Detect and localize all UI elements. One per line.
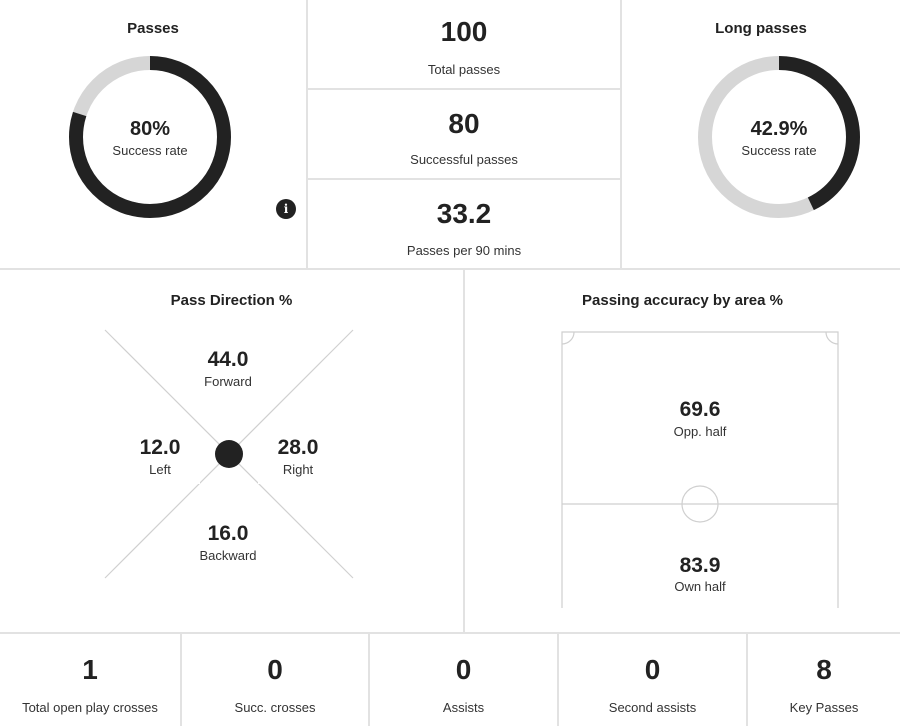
passes-ring-chart — [69, 56, 231, 218]
accuracy-by-area-title: Passing accuracy by area % — [582, 292, 783, 309]
own-half-label: Own half — [674, 579, 726, 594]
backward-label-backdrop — [180, 518, 280, 566]
divider — [308, 178, 620, 180]
player-position-dot — [215, 440, 243, 468]
divider — [180, 634, 182, 726]
pass-direction-diagram — [104, 329, 354, 579]
center-circle — [681, 485, 719, 523]
stat-value: 0 — [644, 654, 661, 685]
total-passes-card: 100 Total passes — [308, 0, 620, 88]
passes-title: Passes — [127, 20, 179, 37]
divider — [308, 88, 620, 90]
stat-label: Key Passes — [789, 700, 859, 715]
total-passes-label: Total passes — [427, 62, 501, 77]
corner-arc — [561, 331, 575, 345]
divider — [557, 634, 559, 726]
stat-card: 0 Succ. crosses — [182, 634, 368, 726]
left-label-backdrop — [120, 430, 200, 484]
divider — [0, 632, 900, 634]
long-passes-title: Long passes — [715, 20, 807, 37]
long-passes-ring-center: 42.9% Success rate — [719, 118, 839, 158]
divider — [620, 0, 622, 268]
passes-per90-card: 33.2 Passes per 90 mins — [308, 180, 620, 268]
divider — [0, 268, 900, 270]
divider — [463, 270, 465, 632]
accuracy-by-area-panel: Passing accuracy by area % 69.6 Opp. hal… — [465, 270, 900, 632]
corner-arc — [825, 331, 839, 345]
total-passes-value: 100 — [440, 16, 488, 47]
stat-card: 8 Key Passes — [748, 634, 900, 726]
right-value: 28.0 — [277, 436, 319, 459]
opp-half-label: Opp. half — [673, 424, 727, 439]
stat-label: Total open play crosses — [22, 700, 158, 715]
stat-card: 0 Assists — [370, 634, 557, 726]
left-label: Left — [149, 462, 171, 477]
successful-passes-value: 80 — [448, 108, 480, 139]
pass-direction-title: Pass Direction % — [170, 292, 293, 309]
stat-value: 8 — [816, 654, 832, 685]
pass-direction-panel: Pass Direction % 44.0 Forward 12.0 Left … — [0, 270, 463, 632]
passes-ring-fill — [69, 56, 231, 218]
forward-label: Forward — [204, 374, 252, 389]
long-passes-success-label: Success rate — [741, 143, 817, 158]
stat-value: 0 — [455, 654, 472, 685]
stat-label: Second assists — [608, 700, 697, 715]
info-icon[interactable]: i — [276, 199, 296, 219]
stat-label: Succ. crosses — [234, 700, 316, 715]
divider — [306, 0, 308, 268]
passes-success-pct: 80% — [129, 118, 171, 140]
own-half-value: 83.9 — [679, 554, 721, 577]
forward-label-backdrop — [185, 342, 275, 398]
stat-card: 1 Total open play crosses — [0, 634, 180, 726]
passes-success-label: Success rate — [112, 143, 188, 158]
divider — [746, 634, 748, 726]
stat-value: 0 — [267, 654, 283, 685]
long-passes-ring-fill — [698, 56, 860, 218]
stat-value: 1 — [82, 654, 98, 685]
passes-per90-label: Passes per 90 mins — [406, 243, 522, 258]
pitch-outline — [561, 331, 839, 608]
long-passes-success-pct: 42.9% — [750, 118, 808, 140]
opp-half-value: 69.6 — [679, 398, 721, 421]
long-passes-panel: Long passes 42.9% Success rate — [622, 0, 900, 268]
stat-card: 0 Second assists — [559, 634, 746, 726]
successful-passes-label: Successful passes — [410, 152, 518, 167]
divider — [368, 634, 370, 726]
successful-passes-card: 80 Successful passes — [308, 90, 620, 178]
passes-per90-value: 33.2 — [436, 198, 492, 229]
forward-value: 44.0 — [207, 348, 249, 371]
backward-value: 16.0 — [207, 522, 249, 545]
right-label-backdrop — [258, 430, 338, 484]
pitch-diagram — [561, 331, 839, 608]
right-label: Right — [282, 462, 314, 477]
backward-label: Backward — [199, 548, 257, 563]
passes-ring-center: 80% Success rate — [90, 118, 210, 158]
stat-label: Assists — [442, 700, 485, 715]
left-value: 12.0 — [139, 436, 181, 459]
long-passes-ring-chart — [698, 56, 860, 218]
passes-panel: Passes 80% Success rate i — [0, 0, 306, 268]
